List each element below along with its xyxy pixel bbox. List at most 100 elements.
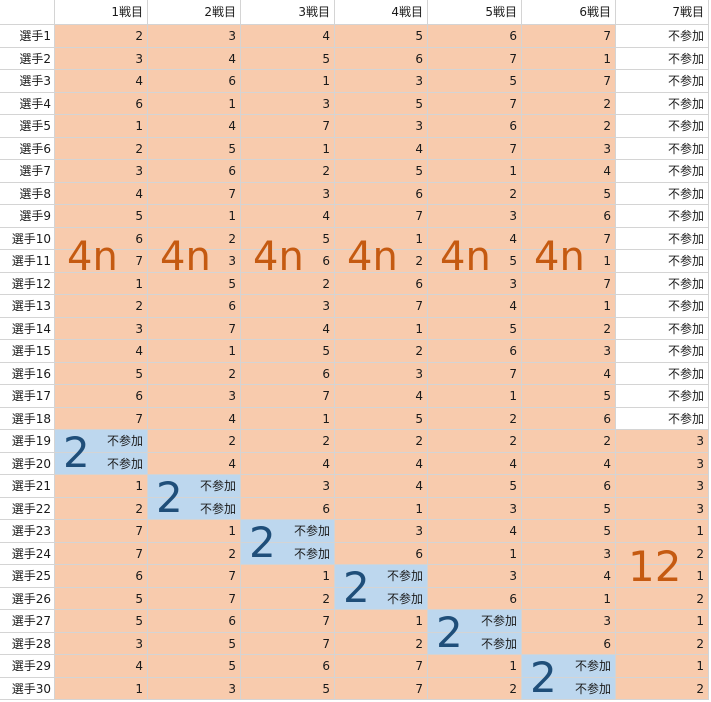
- corner-cell[interactable]: [0, 0, 55, 25]
- match-cell[interactable]: 3: [616, 497, 709, 520]
- match-cell[interactable]: 3: [55, 317, 148, 340]
- absent-cell[interactable]: 不参加: [616, 160, 709, 183]
- absent-cell[interactable]: 不参加: [616, 362, 709, 385]
- row-label[interactable]: 選手10: [0, 227, 55, 250]
- match-cell[interactable]: 6: [55, 227, 148, 250]
- match-cell[interactable]: 2: [616, 587, 709, 610]
- absent-cell[interactable]: 不参加: [335, 587, 428, 610]
- absent-cell[interactable]: 不参加: [335, 565, 428, 588]
- row-label[interactable]: 選手30: [0, 677, 55, 700]
- absent-cell[interactable]: 不参加: [55, 452, 148, 475]
- row-label[interactable]: 選手28: [0, 632, 55, 655]
- absent-cell[interactable]: 不参加: [616, 227, 709, 250]
- match-cell[interactable]: 1: [428, 160, 522, 183]
- match-cell[interactable]: 6: [428, 25, 522, 48]
- match-cell[interactable]: 1: [148, 520, 241, 543]
- column-header[interactable]: 4戦目: [335, 0, 428, 25]
- column-header[interactable]: 1戦目: [55, 0, 148, 25]
- match-cell[interactable]: 3: [335, 115, 428, 138]
- absent-cell[interactable]: 不参加: [616, 385, 709, 408]
- match-cell[interactable]: 5: [241, 677, 335, 700]
- row-label[interactable]: 選手18: [0, 407, 55, 430]
- match-cell[interactable]: 2: [148, 542, 241, 565]
- match-cell[interactable]: 2: [335, 250, 428, 273]
- match-cell[interactable]: 5: [55, 587, 148, 610]
- match-cell[interactable]: 3: [55, 160, 148, 183]
- match-cell[interactable]: 6: [55, 565, 148, 588]
- match-cell[interactable]: 6: [148, 160, 241, 183]
- match-cell[interactable]: 4: [335, 452, 428, 475]
- row-label[interactable]: 選手24: [0, 542, 55, 565]
- match-cell[interactable]: 4: [148, 47, 241, 70]
- match-cell[interactable]: 2: [55, 137, 148, 160]
- row-label[interactable]: 選手9: [0, 205, 55, 228]
- match-cell[interactable]: 2: [335, 340, 428, 363]
- match-cell[interactable]: 5: [55, 205, 148, 228]
- match-cell[interactable]: 4: [55, 70, 148, 93]
- match-cell[interactable]: 5: [428, 250, 522, 273]
- match-cell[interactable]: 1: [335, 610, 428, 633]
- match-cell[interactable]: 1: [55, 115, 148, 138]
- match-cell[interactable]: 5: [522, 385, 616, 408]
- match-cell[interactable]: 5: [241, 227, 335, 250]
- row-label[interactable]: 選手29: [0, 655, 55, 678]
- row-label[interactable]: 選手25: [0, 565, 55, 588]
- match-cell[interactable]: 7: [241, 115, 335, 138]
- match-cell[interactable]: 7: [522, 25, 616, 48]
- absent-cell[interactable]: 不参加: [616, 25, 709, 48]
- match-cell[interactable]: 5: [335, 25, 428, 48]
- match-cell[interactable]: 2: [335, 430, 428, 453]
- match-cell[interactable]: 4: [428, 295, 522, 318]
- row-label[interactable]: 選手16: [0, 362, 55, 385]
- match-cell[interactable]: 4: [148, 115, 241, 138]
- match-cell[interactable]: 7: [335, 655, 428, 678]
- match-cell[interactable]: 2: [55, 295, 148, 318]
- match-cell[interactable]: 2: [148, 362, 241, 385]
- match-cell[interactable]: 2: [428, 407, 522, 430]
- match-cell[interactable]: 1: [148, 205, 241, 228]
- match-cell[interactable]: 7: [428, 47, 522, 70]
- match-cell[interactable]: 3: [522, 137, 616, 160]
- match-cell[interactable]: 6: [335, 542, 428, 565]
- match-cell[interactable]: 5: [522, 520, 616, 543]
- match-cell[interactable]: 5: [522, 182, 616, 205]
- match-cell[interactable]: 2: [616, 632, 709, 655]
- match-cell[interactable]: 1: [55, 272, 148, 295]
- absent-cell[interactable]: 不参加: [616, 295, 709, 318]
- match-cell[interactable]: 3: [522, 610, 616, 633]
- match-cell[interactable]: 2: [148, 430, 241, 453]
- match-cell[interactable]: 7: [241, 385, 335, 408]
- absent-cell[interactable]: 不参加: [616, 115, 709, 138]
- match-cell[interactable]: 7: [335, 205, 428, 228]
- absent-cell[interactable]: 不参加: [522, 655, 616, 678]
- absent-cell[interactable]: 不参加: [616, 250, 709, 273]
- match-cell[interactable]: 4: [335, 475, 428, 498]
- match-cell[interactable]: 1: [335, 227, 428, 250]
- match-cell[interactable]: 7: [55, 250, 148, 273]
- match-cell[interactable]: 5: [335, 407, 428, 430]
- match-cell[interactable]: 1: [55, 475, 148, 498]
- absent-cell[interactable]: 不参加: [616, 205, 709, 228]
- match-cell[interactable]: 4: [428, 227, 522, 250]
- absent-cell[interactable]: 不参加: [241, 520, 335, 543]
- absent-cell[interactable]: 不参加: [616, 47, 709, 70]
- match-cell[interactable]: 7: [335, 677, 428, 700]
- match-cell[interactable]: 7: [335, 295, 428, 318]
- match-cell[interactable]: 1: [148, 340, 241, 363]
- match-cell[interactable]: 4: [428, 452, 522, 475]
- match-cell[interactable]: 3: [335, 70, 428, 93]
- row-label[interactable]: 選手19: [0, 430, 55, 453]
- row-label[interactable]: 選手20: [0, 452, 55, 475]
- match-cell[interactable]: 1: [241, 407, 335, 430]
- row-label[interactable]: 選手11: [0, 250, 55, 273]
- match-cell[interactable]: 4: [241, 317, 335, 340]
- absent-cell[interactable]: 不参加: [616, 70, 709, 93]
- match-cell[interactable]: 3: [522, 542, 616, 565]
- match-cell[interactable]: 1: [428, 655, 522, 678]
- match-cell[interactable]: 1: [616, 565, 709, 588]
- match-cell[interactable]: 6: [241, 250, 335, 273]
- match-cell[interactable]: 7: [55, 520, 148, 543]
- row-label[interactable]: 選手4: [0, 92, 55, 115]
- match-cell[interactable]: 5: [335, 160, 428, 183]
- match-cell[interactable]: 1: [335, 497, 428, 520]
